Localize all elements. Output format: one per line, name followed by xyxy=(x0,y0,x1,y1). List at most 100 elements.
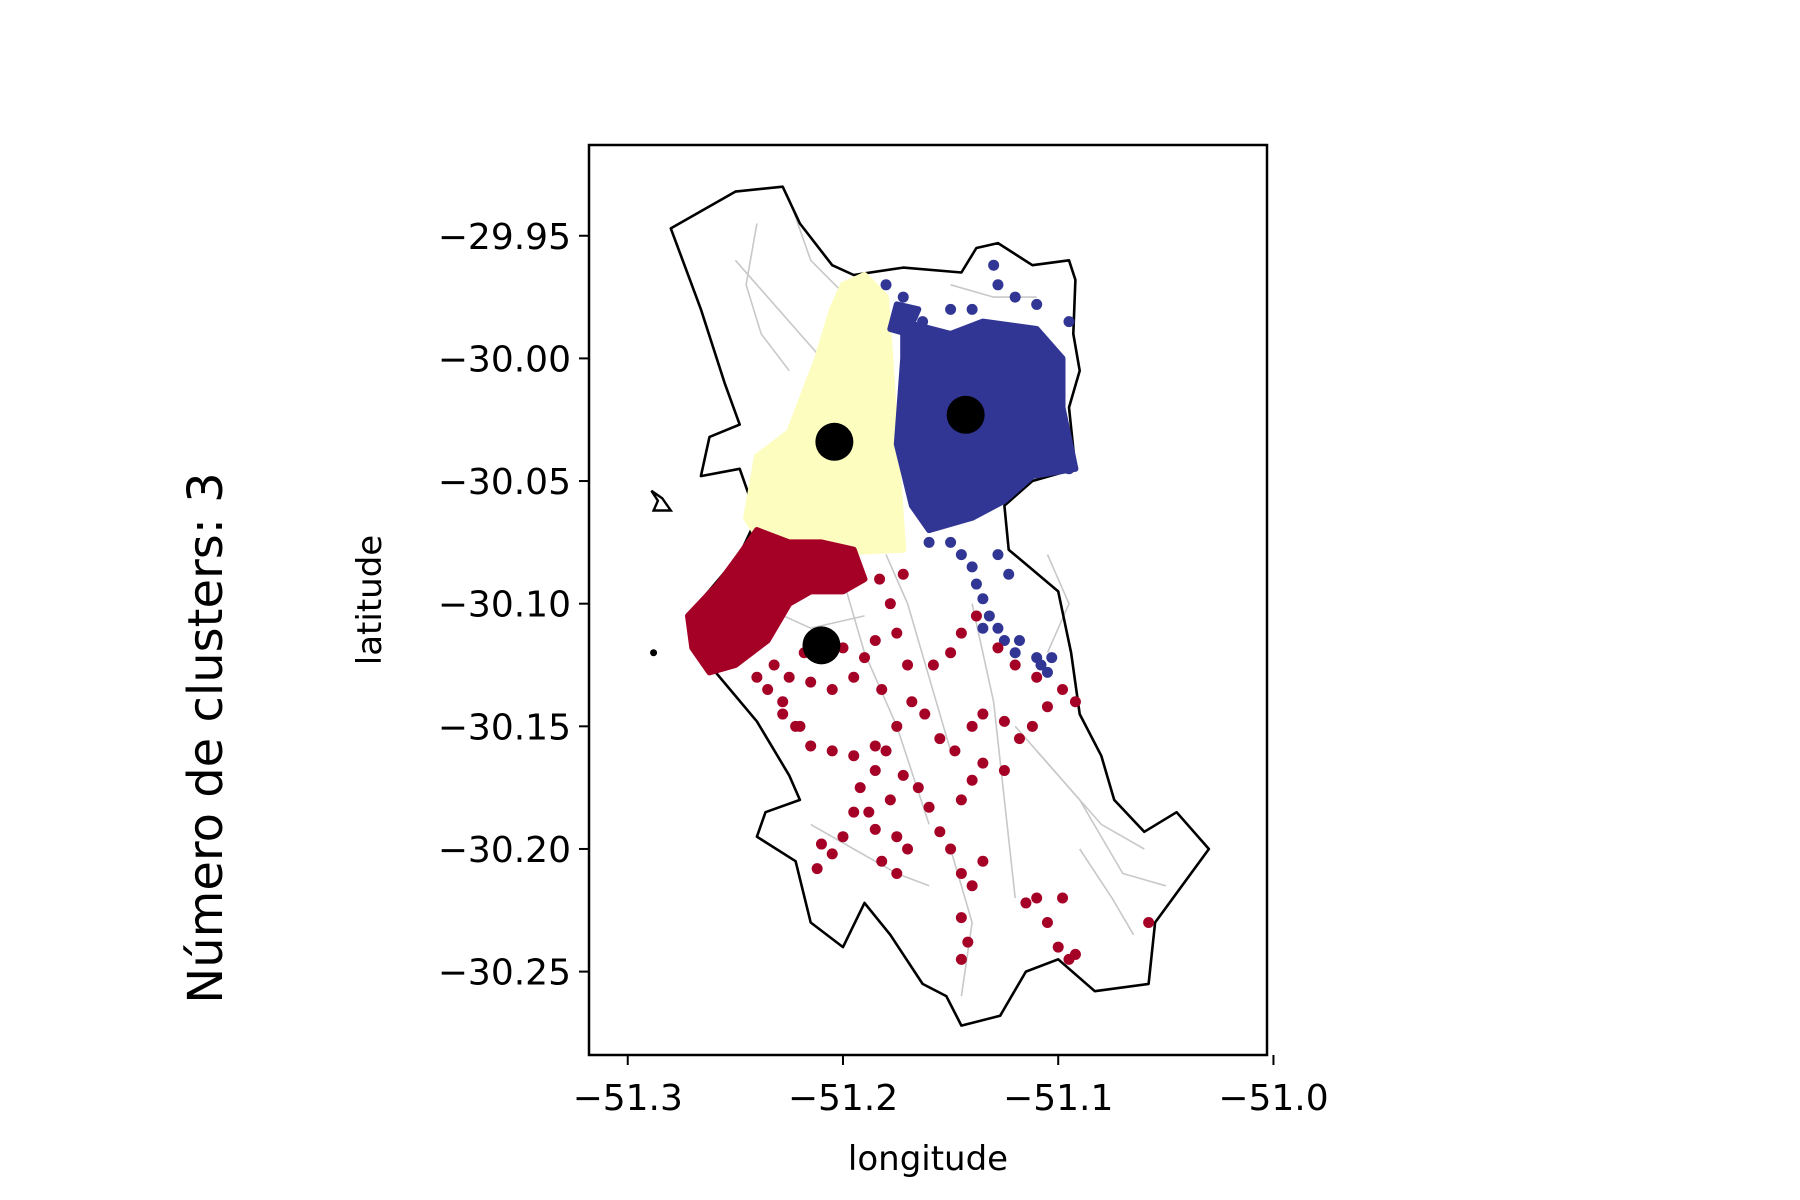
cluster-3-point xyxy=(891,831,903,843)
cluster-3-point xyxy=(897,769,909,781)
cluster-3-point xyxy=(966,774,978,786)
cluster-3-point xyxy=(805,740,817,752)
cluster-2-point xyxy=(955,549,967,561)
cluster-2-point xyxy=(1031,298,1043,310)
cluster-2-point xyxy=(998,634,1010,646)
cluster-2-point xyxy=(1013,634,1025,646)
cluster-2-point xyxy=(992,279,1004,291)
cluster-3-point xyxy=(977,855,989,867)
centroids-layer xyxy=(802,395,985,665)
cluster-3-point xyxy=(891,867,903,879)
cluster-3-point xyxy=(704,642,716,654)
cluster-2-point xyxy=(983,610,995,622)
cluster-centroid xyxy=(815,422,854,461)
cluster-3-point xyxy=(955,867,967,879)
cluster-3-point xyxy=(902,659,914,671)
island-outline xyxy=(650,489,674,512)
cluster-3-point xyxy=(955,794,967,806)
cluster-2-point xyxy=(945,303,957,315)
cluster-3-point xyxy=(869,634,881,646)
cluster-3-point xyxy=(1057,684,1069,696)
cluster-3-point xyxy=(1031,892,1043,904)
cluster-2-point xyxy=(988,347,1000,359)
cluster-3-point xyxy=(977,708,989,720)
cluster-3-point xyxy=(783,671,795,683)
cluster-2-point xyxy=(1046,652,1058,664)
cluster-3-point xyxy=(880,745,892,757)
cluster-2-point xyxy=(1009,647,1021,659)
cluster-3-point xyxy=(912,782,924,794)
cluster-3-point xyxy=(998,764,1010,776)
cluster-3-point xyxy=(906,696,918,708)
cluster-2-point xyxy=(923,536,935,548)
cluster-3-point xyxy=(1057,892,1069,904)
cluster-2-point xyxy=(897,291,909,303)
cluster-2-point xyxy=(992,622,1004,634)
cluster-3-point xyxy=(869,823,881,835)
cluster-3-point xyxy=(826,684,838,696)
cluster-3-point xyxy=(837,831,849,843)
cluster-3-region xyxy=(685,527,868,676)
y-tick-label: −30.25 xyxy=(438,953,571,994)
cluster-3-point xyxy=(919,708,931,720)
cluster-3-point xyxy=(876,684,888,696)
cluster-3-point xyxy=(955,953,967,965)
x-tick-label: −51.3 xyxy=(573,1078,683,1119)
plot-area xyxy=(587,143,1269,1057)
street-line xyxy=(1079,848,1135,936)
cluster-2-point xyxy=(998,328,1010,340)
cluster-3-point xyxy=(869,740,881,752)
cluster-2-point xyxy=(966,303,978,315)
cluster-3-point xyxy=(777,696,789,708)
cluster-2-point xyxy=(988,259,1000,271)
cluster-3-point xyxy=(848,671,860,683)
cluster-3-point xyxy=(848,806,860,818)
plot-frame xyxy=(587,143,1269,1057)
boundary-point xyxy=(650,649,658,657)
cluster-3-point xyxy=(966,880,978,892)
cluster-3-point xyxy=(826,745,838,757)
cluster-3-point xyxy=(805,676,817,688)
street-line xyxy=(950,284,1037,298)
cluster-3-point xyxy=(1041,917,1053,929)
cluster-3-point xyxy=(1143,917,1155,929)
cluster-3-point xyxy=(945,647,957,659)
x-tick-label: −51.2 xyxy=(788,1078,898,1119)
street-line xyxy=(971,603,1016,899)
cluster-3-point xyxy=(794,720,806,732)
cluster-3-point xyxy=(992,642,1004,654)
street-line xyxy=(810,823,930,887)
cluster-3-point xyxy=(811,863,823,875)
cluster-3-point xyxy=(859,652,871,664)
cluster-2-point xyxy=(1063,463,1075,475)
cluster-3-point xyxy=(1013,733,1025,745)
cluster-2-point xyxy=(1009,291,1021,303)
cluster-3-point xyxy=(869,764,881,776)
cluster-2-point xyxy=(945,536,957,548)
cluster-3-point xyxy=(1020,897,1032,909)
cluster-2-point xyxy=(1035,659,1047,671)
cluster-3-point xyxy=(768,659,780,671)
cluster-3-point xyxy=(966,720,978,732)
cluster-3-point xyxy=(1069,696,1081,708)
x-axis-label: longitude xyxy=(848,1139,1008,1179)
cluster-3-point xyxy=(962,936,974,948)
cluster-3-point xyxy=(826,848,838,860)
cluster-3-point xyxy=(923,801,935,813)
cluster-3-point xyxy=(891,627,903,639)
cluster-2-region xyxy=(893,318,1079,534)
cluster-3-point xyxy=(863,806,875,818)
cluster-3-point xyxy=(934,733,946,745)
x-tick-label: −51.0 xyxy=(1218,1078,1328,1119)
street-line xyxy=(1036,750,1167,887)
y-tick-label: −30.20 xyxy=(438,830,571,871)
cluster-2-point xyxy=(917,316,929,328)
cluster-3-point xyxy=(777,708,789,720)
cluster-3-point xyxy=(1026,720,1038,732)
cluster-3-point xyxy=(1031,671,1043,683)
cluster-2-point xyxy=(966,561,978,573)
cluster-3-point xyxy=(897,568,909,580)
y-axis-label: latitude xyxy=(350,535,390,665)
cluster-2-point xyxy=(1020,377,1032,389)
